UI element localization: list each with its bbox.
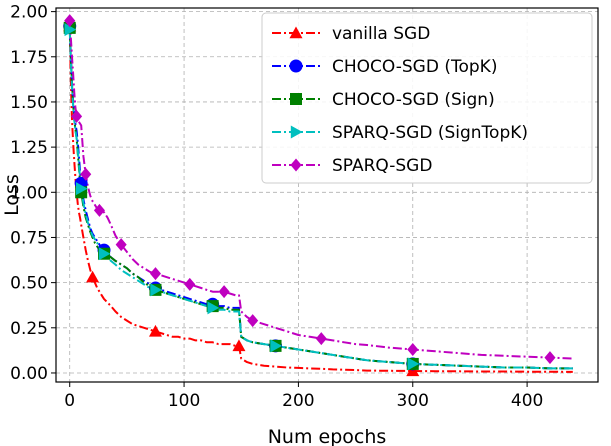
y-tick-label: 1.25 (10, 138, 48, 158)
legend-marker (289, 26, 303, 39)
data-point-sparq-sgd (115, 238, 127, 252)
legend-label: CHOCO-SGD (TopK) (332, 57, 497, 77)
legend-box (261, 12, 593, 184)
data-point-vanilla-sgd (86, 270, 100, 283)
y-tick-label: 1.75 (10, 48, 48, 68)
data-point-sparq-sgd (80, 167, 92, 181)
x-axis: 0 100 200 300 400 (64, 382, 543, 411)
x-tick-label: 400 (511, 391, 543, 411)
data-point-sparq-sgd (247, 314, 259, 328)
data-point-sparq-sgd-signtopk (64, 23, 77, 37)
data-point-sparq-sgd (64, 14, 76, 28)
y-axis-title: Loss (1, 174, 23, 216)
series-line-vanilla-sgd (68, 26, 573, 373)
legend-label: SPARQ-SGD (332, 156, 432, 176)
x-axis-title: Num epochs (268, 426, 387, 446)
x-tick-label: 200 (282, 391, 314, 411)
legend-marker (290, 125, 303, 139)
y-tick-label: 0.00 (10, 364, 48, 384)
data-point-vanilla-sgd (232, 339, 246, 352)
data-point-sparq-sgd-signtopk (75, 182, 88, 196)
series-line-sparq-sgd (68, 20, 573, 360)
y-tick-label: 1.50 (10, 93, 48, 113)
series-line-sparq-sgd-signtopk (68, 29, 573, 370)
y-axis: 0.00 0.25 0.50 0.75 1.00 1.25 1.50 1.75 2.00 (10, 3, 56, 384)
data-point-sparq-sgd-signtopk (270, 339, 283, 353)
data-point-sparq-sgd-signtopk (207, 301, 220, 315)
data-point-sparq-sgd (71, 109, 83, 123)
y-tick-label: 1.00 (10, 183, 48, 203)
legend-label: CHOCO-SGD (Sign) (332, 90, 495, 110)
y-tick-label: 2.00 (10, 3, 48, 23)
legend-marker (290, 158, 302, 172)
data-point-sparq-sgd (544, 351, 556, 365)
x-tick-label: 0 (64, 391, 75, 411)
data-point-sparq-sgd-signtopk (98, 247, 111, 261)
data-point-sparq-sgd (315, 332, 327, 346)
plot-frame (55, 7, 599, 383)
y-tick-label: 0.50 (10, 274, 48, 294)
series-markers (63, 14, 556, 377)
legend-label: SPARQ-SGD (SignTopK) (332, 123, 528, 143)
legend-label: vanilla SGD (332, 24, 430, 44)
data-point-vanilla-sgd (148, 324, 162, 337)
legend-marker (289, 59, 303, 73)
series-line-choco-sgd-sign (68, 27, 573, 370)
data-point-sparq-sgd (149, 267, 162, 281)
y-tick-label: 0.75 (10, 228, 48, 248)
x-tick-label: 300 (397, 391, 429, 411)
x-tick-label: 100 (168, 391, 200, 411)
data-point-sparq-sgd (407, 342, 419, 356)
data-point-sparq-sgd-signtopk (407, 357, 420, 371)
data-point-sparq-sgd (184, 277, 196, 291)
y-tick-label: 0.25 (10, 319, 48, 339)
data-point-sparq-sgd (93, 203, 105, 217)
data-point-sparq-sgd (218, 285, 230, 299)
series-lines (68, 20, 573, 373)
data-point-sparq-sgd-signtopk (150, 283, 162, 297)
legend-marker (290, 93, 302, 105)
legend: vanilla SGD CHOCO-SGD (TopK) CHOCO-SGD (Si… (261, 12, 593, 184)
